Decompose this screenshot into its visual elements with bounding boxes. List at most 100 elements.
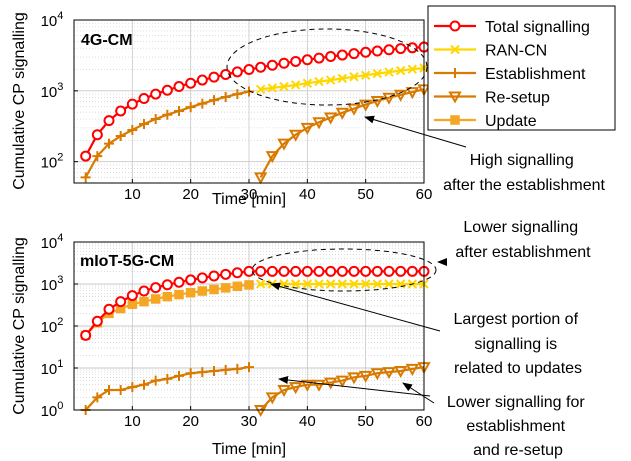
panel-miot-5g-cm-point-establishment	[139, 379, 149, 390]
highlight-ellipse-5g	[251, 248, 437, 292]
annotation-arrow-high-signalling	[364, 115, 467, 148]
legend-entry-resetup: Re-setup	[434, 90, 550, 107]
panel-4g-cm-point-rancn	[267, 83, 278, 93]
panel-4g-cm: 10 20 30 40 50 60 102 103 104 4G-CM Time [min] C…	[11, 10, 605, 208]
panel-4g-cm-series-establishment	[80, 86, 254, 183]
panel-4g-cm-point-establishment	[220, 91, 231, 102]
panel-miot-5g-cm-point-rancn	[372, 279, 383, 289]
panel-4g-cm-point-total	[360, 46, 372, 58]
panel-miot-5g-cm-point-rancn	[337, 279, 348, 289]
panel-miot-5g-cm-point-update	[162, 291, 173, 302]
panel-miot-5g-cm-ylabel: Cumulative CP signalling	[11, 237, 28, 415]
panel-4g-cm-point-total	[208, 71, 220, 83]
panel-miot-5g-cm-point-total	[138, 285, 150, 297]
panel-4g-cm-point-resetup	[253, 172, 268, 185]
annotation-lower-establishment-resetup-line3: and re-setup	[473, 442, 563, 459]
panel-4g-cm-point-total	[278, 57, 290, 69]
panel-4g-cm-point-rancn	[407, 64, 418, 74]
panel-miot-5g-cm-point-resetup	[347, 372, 361, 385]
panel-4g-cm-xtick-label: 20	[182, 186, 199, 203]
panel-4g-cm-point-total	[196, 74, 208, 86]
legend-label-resetup: Re-setup	[485, 90, 550, 107]
panel-miot-5g-cm-point-rancn	[290, 279, 301, 289]
legend-label-total: Total signalling	[485, 19, 590, 36]
panel-miot-5g-cm-point-total	[115, 296, 127, 308]
panel-miot-5g-cm: 10 20 30 40 50 60 100 101 102 103 104 mIoT-5G-CM T…	[11, 219, 591, 459]
legend-label-rancn: RAN-CN	[485, 43, 547, 60]
panel-4g-cm-point-establishment	[162, 109, 173, 120]
panel-4g-cm-point-total	[103, 115, 115, 127]
panel-4g-cm-point-rancn	[372, 68, 383, 79]
panel-miot-5g-cm-point-resetup	[393, 365, 408, 379]
panel-4g-cm-point-rancn	[349, 72, 359, 82]
legend-swatch-marker	[450, 115, 460, 125]
panel-miot-5g-cm-xlabel: Time [min]	[212, 441, 286, 458]
panel-4g-cm-point-total	[255, 61, 267, 73]
annotation-lower-after-establishment-line1: Lower signalling	[463, 219, 578, 236]
panel-4g-cm-point-establishment	[185, 102, 196, 113]
panel-miot-5g-cm-point-resetup	[370, 368, 385, 381]
panel-miot-5g-cm-point-update	[209, 284, 219, 295]
panel-miot-5g-cm-point-rancn	[255, 279, 266, 289]
panel-4g-cm-xtick-label: 40	[299, 186, 316, 203]
panel-miot-5g-cm-point-establishment	[232, 363, 243, 374]
panel-4g-cm-point-total	[290, 55, 302, 67]
panel-miot-5g-cm-point-total	[383, 265, 395, 277]
panel-miot-5g-cm-xtick-label: 50	[357, 413, 374, 430]
panel-miot-5g-cm-point-update	[139, 296, 149, 307]
panel-4g-cm-point-rancn	[395, 65, 406, 76]
panel-miot-5g-cm-point-rancn	[360, 279, 371, 289]
panel-miot-5g-cm-point-total	[336, 265, 348, 277]
panel-miot-5g-cm-point-establishment	[150, 375, 161, 386]
annotation-largest-portion-line3: related to updates	[454, 360, 582, 377]
panel-miot-5g-cm-title: mIoT-5G-CM	[80, 253, 174, 270]
panel-miot-5g-cm-point-establishment	[197, 367, 208, 378]
annotation-largest-portion-line1: Largest portion of	[454, 311, 579, 328]
panel-miot-5g-cm-point-total	[196, 272, 208, 284]
panel-miot-5g-cm-xtick-label: 10	[124, 413, 141, 430]
panel-4g-cm-point-total	[371, 45, 383, 57]
panel-miot-5g-cm-point-establishment	[174, 370, 184, 381]
panel-4g-cm-point-resetup	[265, 151, 280, 164]
panel-4g-cm-point-total	[313, 52, 325, 64]
panel-miot-5g-cm-xtick-label: 20	[182, 413, 199, 430]
panel-miot-5g-cm-point-establishment	[185, 368, 196, 379]
panel-miot-5g-cm-point-resetup	[335, 375, 350, 388]
annotation-high-signalling-line2: after the establishment	[443, 177, 605, 194]
panel-4g-cm-point-total	[80, 150, 92, 162]
panel-4g-cm-series-resetup	[253, 84, 431, 185]
panel-4g-cm-point-total	[406, 42, 418, 54]
panel-4g-cm-xtick-label: 50	[357, 186, 374, 203]
panel-miot-5g-cm-ytick-label: 100	[41, 400, 64, 420]
panel-miot-5g-cm-point-establishment	[127, 382, 138, 393]
panel-miot-5g-cm-point-total	[371, 265, 383, 277]
panel-4g-cm-point-resetup	[358, 99, 373, 112]
panel-miot-5g-cm-point-establishment	[92, 392, 103, 403]
panel-miot-5g-cm-point-update	[174, 289, 184, 300]
panel-miot-5g-cm-point-establishment	[115, 384, 126, 395]
panel-miot-5g-cm-point-total	[255, 265, 267, 277]
panel-miot-5g-cm-point-establishment	[220, 364, 231, 375]
panel-miot-5g-cm-point-rancn	[395, 279, 406, 289]
panel-miot-5g-cm-point-total	[208, 270, 220, 282]
panel-miot-5g-cm-point-total	[161, 279, 173, 291]
legend-label-update: Update	[485, 113, 537, 130]
highlight-ellipse-4g	[226, 28, 428, 106]
panel-4g-cm-point-rancn	[384, 67, 394, 77]
annotation-lower-establishment-resetup: Lower signalling for establishment and r…	[447, 394, 589, 459]
panel-4g-cm-ticks: 10 20 30 40 50 60 102 103 104	[41, 10, 433, 203]
legend-entry-update: Update	[434, 113, 537, 130]
panel-4g-cm-xtick-label: 10	[124, 186, 141, 203]
panel-4g-cm-point-resetup	[312, 117, 326, 130]
annotation-lower-establishment-resetup-line2: establishment	[466, 418, 565, 435]
annotation-lower-after-establishment: Lower signalling after establishment	[455, 219, 591, 261]
legend-swatch-marker	[448, 91, 462, 104]
panel-4g-cm-point-resetup	[405, 87, 420, 100]
panel-4g-cm-point-rancn	[302, 78, 313, 88]
panel-4g-cm-point-total	[115, 105, 127, 117]
legend: Total signalling RAN-CN Establishment Re-se…	[427, 5, 616, 131]
panel-miot-5g-cm-point-total	[185, 274, 197, 286]
annotation-lower-after-establishment-line2: after establishment	[455, 244, 591, 261]
panel-4g-cm-point-total	[161, 84, 173, 96]
